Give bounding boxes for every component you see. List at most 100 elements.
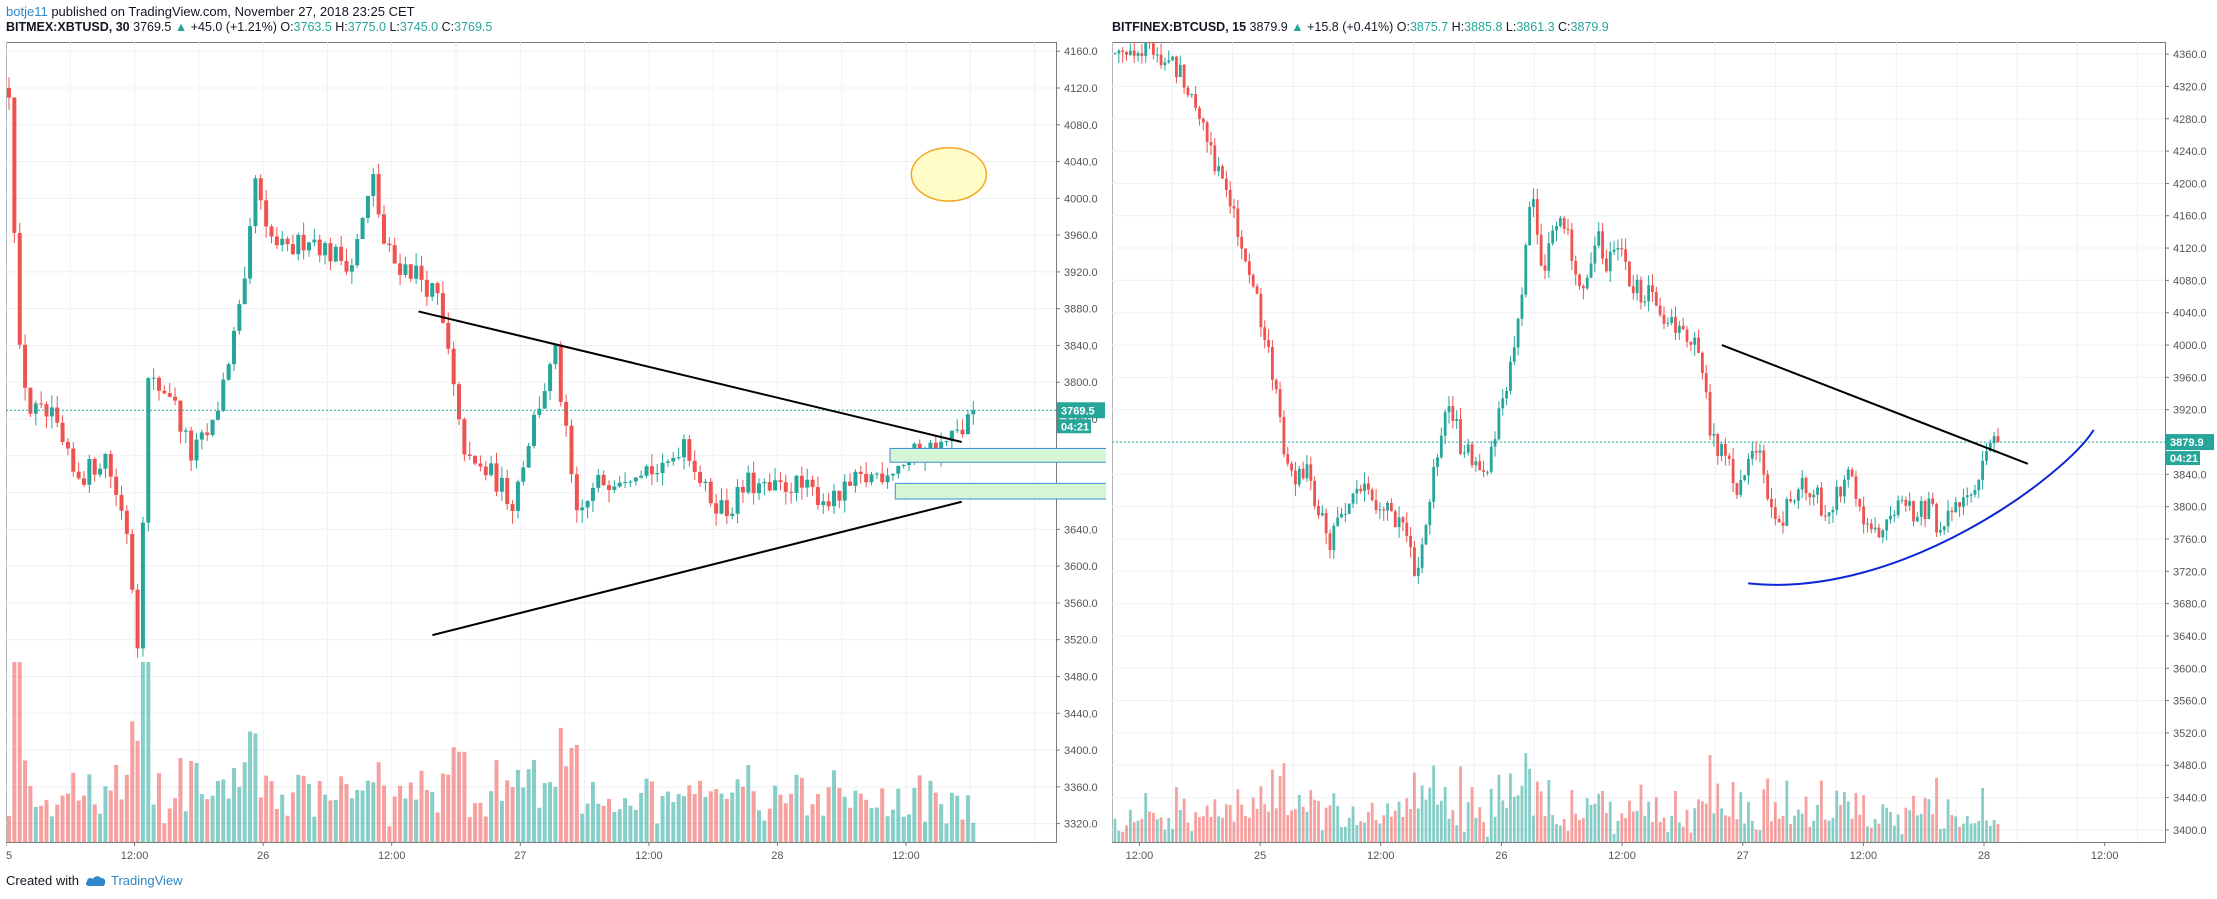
volume-bar	[532, 759, 536, 842]
candle-body	[130, 533, 135, 590]
volume-bar	[1259, 786, 1263, 842]
candle-body	[232, 330, 236, 365]
volume-bar	[1424, 799, 1428, 842]
volume-bar	[1416, 808, 1420, 842]
volume-bar	[1608, 801, 1612, 842]
candle-body	[39, 403, 44, 405]
candle-body	[1132, 50, 1136, 56]
x-tick-label: 12:00	[2091, 850, 2119, 860]
volume-bar	[355, 789, 360, 842]
publication-text: published on TradingView.com, November 2…	[51, 4, 415, 19]
candle-body	[1493, 439, 1497, 447]
candle-body	[382, 214, 386, 244]
volume-bar	[1151, 812, 1155, 842]
candle-body	[1981, 460, 1985, 480]
candle-body	[1612, 249, 1616, 252]
volume-bar	[1313, 799, 1317, 842]
candle-body	[1409, 535, 1413, 548]
candle-body	[178, 400, 183, 432]
candle-body	[290, 244, 295, 255]
y-tick-label: 4280.0	[2173, 114, 2207, 126]
candle-body	[1512, 347, 1516, 362]
volume-bar	[1305, 811, 1309, 842]
candle-body	[1662, 314, 1666, 324]
volume-bar	[1704, 803, 1708, 842]
volume-bar	[1121, 831, 1125, 842]
candle-body	[1232, 206, 1236, 209]
candle-body	[1877, 527, 1881, 538]
candle-body	[1800, 477, 1804, 490]
y-tick-label: 3400.0	[2173, 825, 2207, 837]
volume-bar	[55, 804, 60, 842]
volume-bar	[1132, 822, 1136, 842]
y-tick-label: 4360.0	[2173, 49, 2207, 61]
volume-bar	[1332, 793, 1336, 842]
volume-bar	[1781, 816, 1785, 842]
support-zone	[889, 447, 1159, 463]
author-link[interactable]: botje11	[6, 4, 48, 19]
volume-bar	[1551, 815, 1555, 842]
candle-body	[1566, 228, 1570, 230]
volume-bar	[890, 809, 895, 842]
right-close: 3879.9	[1570, 20, 1609, 34]
candle-body	[1850, 469, 1854, 477]
tradingview-brand[interactable]: TradingView	[110, 873, 183, 888]
candle-body	[1516, 318, 1520, 348]
candle-body	[1274, 379, 1278, 390]
volume-bar	[815, 794, 820, 842]
candle-body	[708, 481, 713, 504]
candle-body	[783, 482, 788, 492]
candle-body	[183, 430, 188, 432]
candle-body	[1766, 474, 1770, 499]
candle-body	[1620, 247, 1624, 250]
volume-bar	[44, 799, 49, 842]
candle-body	[1140, 53, 1144, 56]
candle-body	[773, 480, 778, 491]
volume-bar	[574, 744, 579, 842]
candle-body	[392, 245, 397, 264]
volume-bar	[1597, 793, 1601, 842]
volume-bar	[1992, 820, 1996, 842]
volume-bar	[944, 823, 949, 842]
volume-bar	[1209, 816, 1213, 842]
candle-body	[1770, 498, 1773, 508]
tradingview-link[interactable]: TradingView	[85, 873, 183, 888]
candle-body	[751, 472, 756, 494]
trendline	[1721, 344, 2029, 465]
y-tick-label: 3480.0	[1064, 671, 1098, 683]
volume-bar	[1605, 813, 1608, 842]
candle-body	[274, 236, 279, 246]
volume-bar	[1286, 815, 1290, 842]
volume-bar	[473, 803, 478, 842]
left-chart-header: BITMEX:XBTUSD, 30 3769.5 ▲ +45.0 (+1.21%…	[6, 20, 493, 34]
candle-body	[424, 279, 429, 297]
volume-bar	[23, 760, 28, 842]
volume-bar	[1946, 799, 1950, 842]
volume-bar	[1340, 827, 1343, 842]
candle-body	[1159, 54, 1163, 66]
countdown-bg	[1057, 419, 1091, 434]
candle-body	[1505, 390, 1508, 399]
candle-body	[387, 243, 392, 246]
candle-body	[1278, 389, 1282, 417]
candle-body	[103, 454, 108, 469]
candle-body	[1462, 452, 1466, 454]
candle-body	[323, 243, 328, 256]
candle-body	[1839, 486, 1842, 497]
candle-body	[794, 475, 799, 493]
volume-bar	[1140, 818, 1144, 842]
candle-body	[1950, 510, 1954, 513]
left-chart-svg[interactable]: 4160.0 4120.0 4080.0 4040.0 4000.0 3960.0 3920…	[0, 42, 1164, 862]
volume-bar	[237, 786, 242, 842]
y-tick-label: 3720.0	[2173, 566, 2207, 578]
right-chart-svg[interactable]: 4360.0 4320.0 4280.0 4240.0 4200.0 4160.0 4120…	[1111, 31, 2216, 862]
left-chart-pane[interactable]: 4160.0 4120.0 4080.0 4040.0 4000.0 3960.0 3920…	[0, 42, 1164, 862]
candle-body	[858, 471, 863, 474]
candle-body	[1382, 509, 1386, 511]
candle-body	[1654, 291, 1658, 306]
volume-bar	[1297, 794, 1301, 842]
volume-bar	[82, 795, 86, 842]
right-chart-pane[interactable]: 4360.0 4320.0 4280.0 4240.0 4200.0 4160.0 4120…	[1111, 31, 2216, 862]
volume-bar	[1466, 802, 1470, 842]
candle-body	[333, 246, 338, 262]
